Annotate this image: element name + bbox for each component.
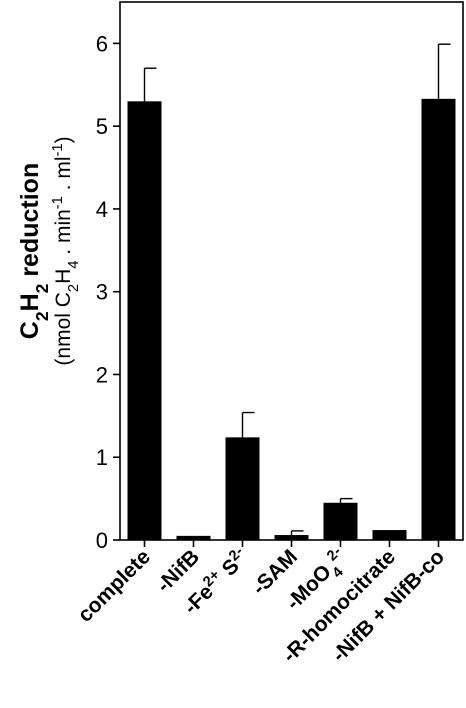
y-axis-title-main: C2H2 reduction — [16, 163, 52, 339]
y-tick-label: 5 — [96, 114, 108, 139]
y-tick-label: 2 — [96, 362, 108, 387]
y-tick-label: 3 — [96, 280, 108, 305]
bar — [421, 98, 456, 540]
y-axis-title: C2H2 reduction(nmol C2H4 . min-1 . ml-1) — [16, 136, 82, 365]
bar — [127, 101, 162, 541]
y-tick-label: 1 — [96, 445, 108, 470]
x-tick-label: complete — [74, 545, 155, 626]
plot-frame — [119, 1, 464, 541]
bar — [372, 530, 407, 540]
axes — [119, 1, 464, 547]
bars — [127, 98, 456, 541]
x-tick-labels: complete-NifB-Fe2+ S2- -SAM-MoO42--R-homo… — [74, 544, 449, 667]
y-tick-label: 4 — [96, 197, 108, 222]
y-tick-label: 6 — [96, 31, 108, 56]
y-ticks: 0 1 2 3 4 5 6 — [96, 31, 120, 553]
bar — [225, 437, 260, 540]
bar — [274, 535, 309, 540]
y-axis-title-unit: (nmol C2H4 . min-1 . ml-1) — [50, 136, 82, 365]
y-tick-label: 0 — [96, 528, 108, 553]
bar — [176, 535, 211, 540]
error-bars — [143, 43, 451, 536]
bar — [323, 502, 358, 540]
